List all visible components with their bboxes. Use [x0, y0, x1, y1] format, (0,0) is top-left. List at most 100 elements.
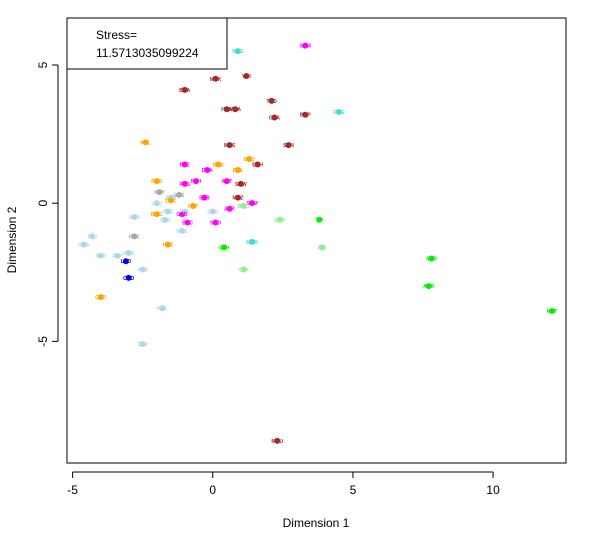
data-point [131, 214, 138, 221]
data-point [153, 200, 160, 207]
point-label: FOP [188, 204, 199, 210]
point-label: AOT [222, 179, 233, 185]
point-label: SOB [199, 196, 210, 202]
data-point [167, 197, 174, 204]
point-label: KOB [123, 251, 135, 257]
data-point [226, 142, 233, 149]
points-layer [80, 42, 555, 444]
y-tick-label: 0 [36, 200, 50, 207]
point-label: BOL [233, 168, 244, 174]
legend-line-2: 11.5713035099224 [96, 46, 199, 60]
plot-frame [66, 17, 567, 464]
data-point [176, 191, 183, 198]
point-label: LOU [151, 201, 162, 207]
data-point [125, 274, 132, 281]
point-label: COB [176, 212, 188, 218]
data-point [240, 202, 247, 209]
data-point [226, 205, 233, 212]
point-label: HOA [78, 243, 90, 249]
data-point [209, 208, 216, 215]
data-point [181, 180, 188, 187]
y-tick-label: -5 [36, 336, 50, 347]
point-label: SOM [246, 201, 257, 207]
point-label: TOU [87, 234, 98, 240]
point-label: MOK [210, 77, 222, 83]
data-point [335, 108, 342, 115]
point-label: COD [123, 276, 135, 282]
data-point [80, 241, 87, 248]
x-tick-label: 0 [209, 483, 216, 497]
data-point [190, 202, 197, 209]
data-point [240, 266, 247, 273]
data-point [97, 252, 104, 259]
data-point [97, 294, 104, 301]
data-point [122, 258, 129, 265]
data-point [249, 200, 256, 207]
data-point [201, 194, 208, 201]
data-point [204, 167, 211, 174]
point-label: NOG [232, 49, 244, 55]
y-axis: -5 0 5 [36, 61, 58, 347]
point-label: BOA [179, 88, 191, 94]
point-label: MUS [176, 229, 188, 235]
data-point [316, 216, 323, 223]
data-point [142, 139, 149, 146]
point-label: POK [179, 209, 190, 215]
point-label: SOO [210, 221, 221, 227]
point-label: COA [269, 116, 281, 122]
point-label: BOA [213, 162, 225, 168]
point-label: AOK [224, 207, 236, 213]
point-label: DUJ [138, 342, 148, 348]
point-label: COD [95, 295, 107, 301]
data-point [181, 86, 188, 93]
data-point [220, 244, 227, 251]
data-point [235, 48, 242, 55]
point-label: AKR [112, 254, 123, 260]
data-point [302, 42, 309, 49]
point-label: PDG [334, 110, 345, 116]
point-label: BOG [238, 204, 250, 210]
data-point [235, 194, 242, 201]
data-point [131, 233, 138, 240]
data-point [215, 161, 222, 168]
point-label: MOA [229, 107, 241, 113]
point-label: KOL [140, 140, 151, 146]
data-point [153, 211, 160, 218]
y-tick-label: 5 [36, 61, 50, 68]
data-point [428, 255, 435, 262]
point-label: AOR [423, 284, 435, 290]
data-point [302, 111, 309, 118]
data-point [274, 437, 281, 444]
point-label: FOE [180, 162, 191, 168]
data-point [271, 114, 278, 121]
point-label: PIB [318, 245, 327, 251]
point-label: BOP [300, 113, 312, 119]
data-point [153, 178, 160, 185]
point-label: POS [179, 182, 190, 188]
point-label: DOK [165, 198, 177, 204]
data-point [164, 208, 171, 215]
point-label: KOY [154, 190, 166, 196]
point-label: MOS [224, 143, 236, 149]
data-point [139, 341, 146, 348]
data-point [89, 233, 96, 240]
point-label: DOA [202, 168, 214, 174]
data-point [254, 161, 261, 168]
point-label: POB [151, 179, 162, 185]
point-label: EOH [252, 162, 263, 168]
y-axis-label: Dimension 2 [5, 206, 19, 273]
point-label: TIP [315, 218, 323, 224]
data-point [246, 155, 253, 162]
data-point [237, 180, 244, 187]
x-tick-label: 5 [350, 483, 357, 497]
data-point [159, 305, 166, 312]
point-label: SON [283, 143, 294, 149]
point-label: BOD [244, 157, 256, 163]
data-point [164, 241, 171, 248]
point-label: MOU [271, 439, 283, 445]
data-point [548, 307, 555, 314]
legend-line-1: Stress= [96, 28, 137, 42]
x-axis: -5 0 5 10 [67, 472, 500, 497]
